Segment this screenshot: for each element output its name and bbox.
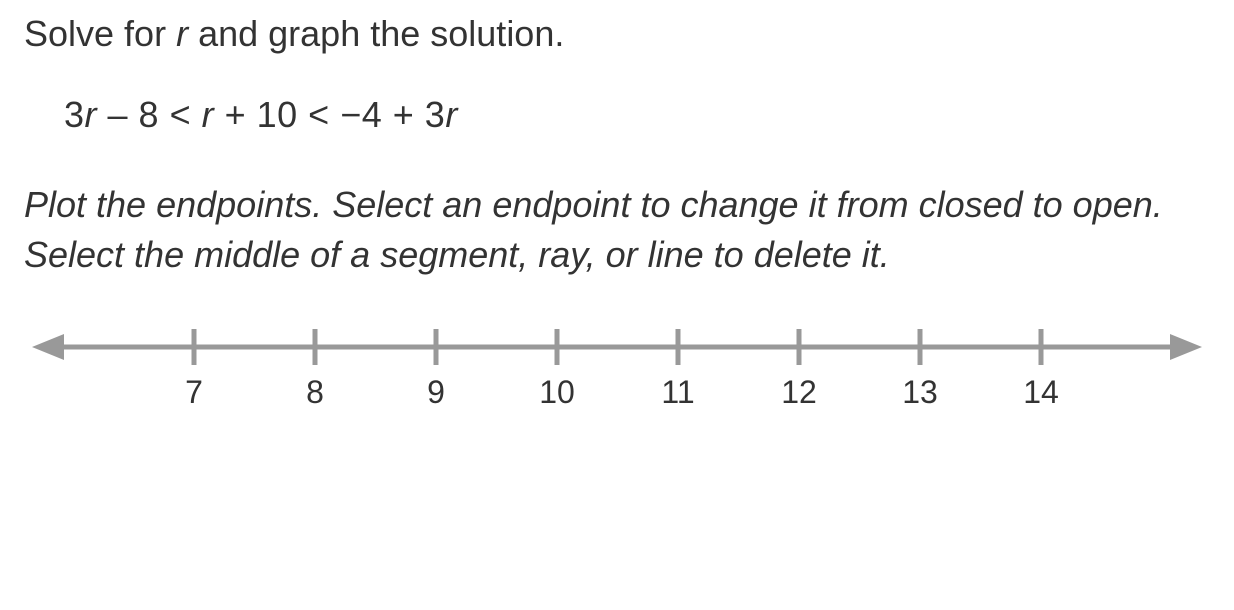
prompt-text: Solve for r and graph the solution.: [24, 10, 1210, 59]
prompt-prefix: Solve for: [24, 13, 176, 54]
tick-label: 12: [781, 374, 817, 410]
numberline[interactable]: 7 8 9 10 11 12 13 14: [24, 317, 1210, 427]
expr-part-1: 3: [64, 94, 85, 135]
tick-label: 9: [427, 374, 445, 410]
expr-part-3: + 10 < −4 + 3: [214, 94, 445, 135]
prompt-suffix: and graph the solution.: [188, 13, 564, 54]
numberline-svg[interactable]: 7 8 9 10 11 12 13 14: [24, 317, 1210, 427]
tick-label: 7: [185, 374, 203, 410]
expr-var-2: r: [202, 94, 215, 135]
prompt-variable: r: [176, 13, 188, 54]
tick-label: 14: [1023, 374, 1059, 410]
expr-part-2: – 8 <: [97, 94, 202, 135]
arrow-right-icon: [1170, 334, 1202, 360]
arrow-left-icon: [32, 334, 64, 360]
tick-label: 11: [661, 374, 694, 410]
exercise-page: Solve for r and graph the solution. 3r –…: [0, 0, 1234, 610]
tick-label: 8: [306, 374, 324, 410]
instructions-text: Plot the endpoints. Select an endpoint t…: [24, 180, 1210, 281]
inequality-expression: 3r – 8 < r + 10 < −4 + 3r: [64, 93, 1210, 136]
tick-label: 10: [539, 374, 575, 410]
expr-var-1: r: [85, 94, 98, 135]
expr-var-3: r: [445, 94, 458, 135]
tick-label: 13: [902, 374, 938, 410]
